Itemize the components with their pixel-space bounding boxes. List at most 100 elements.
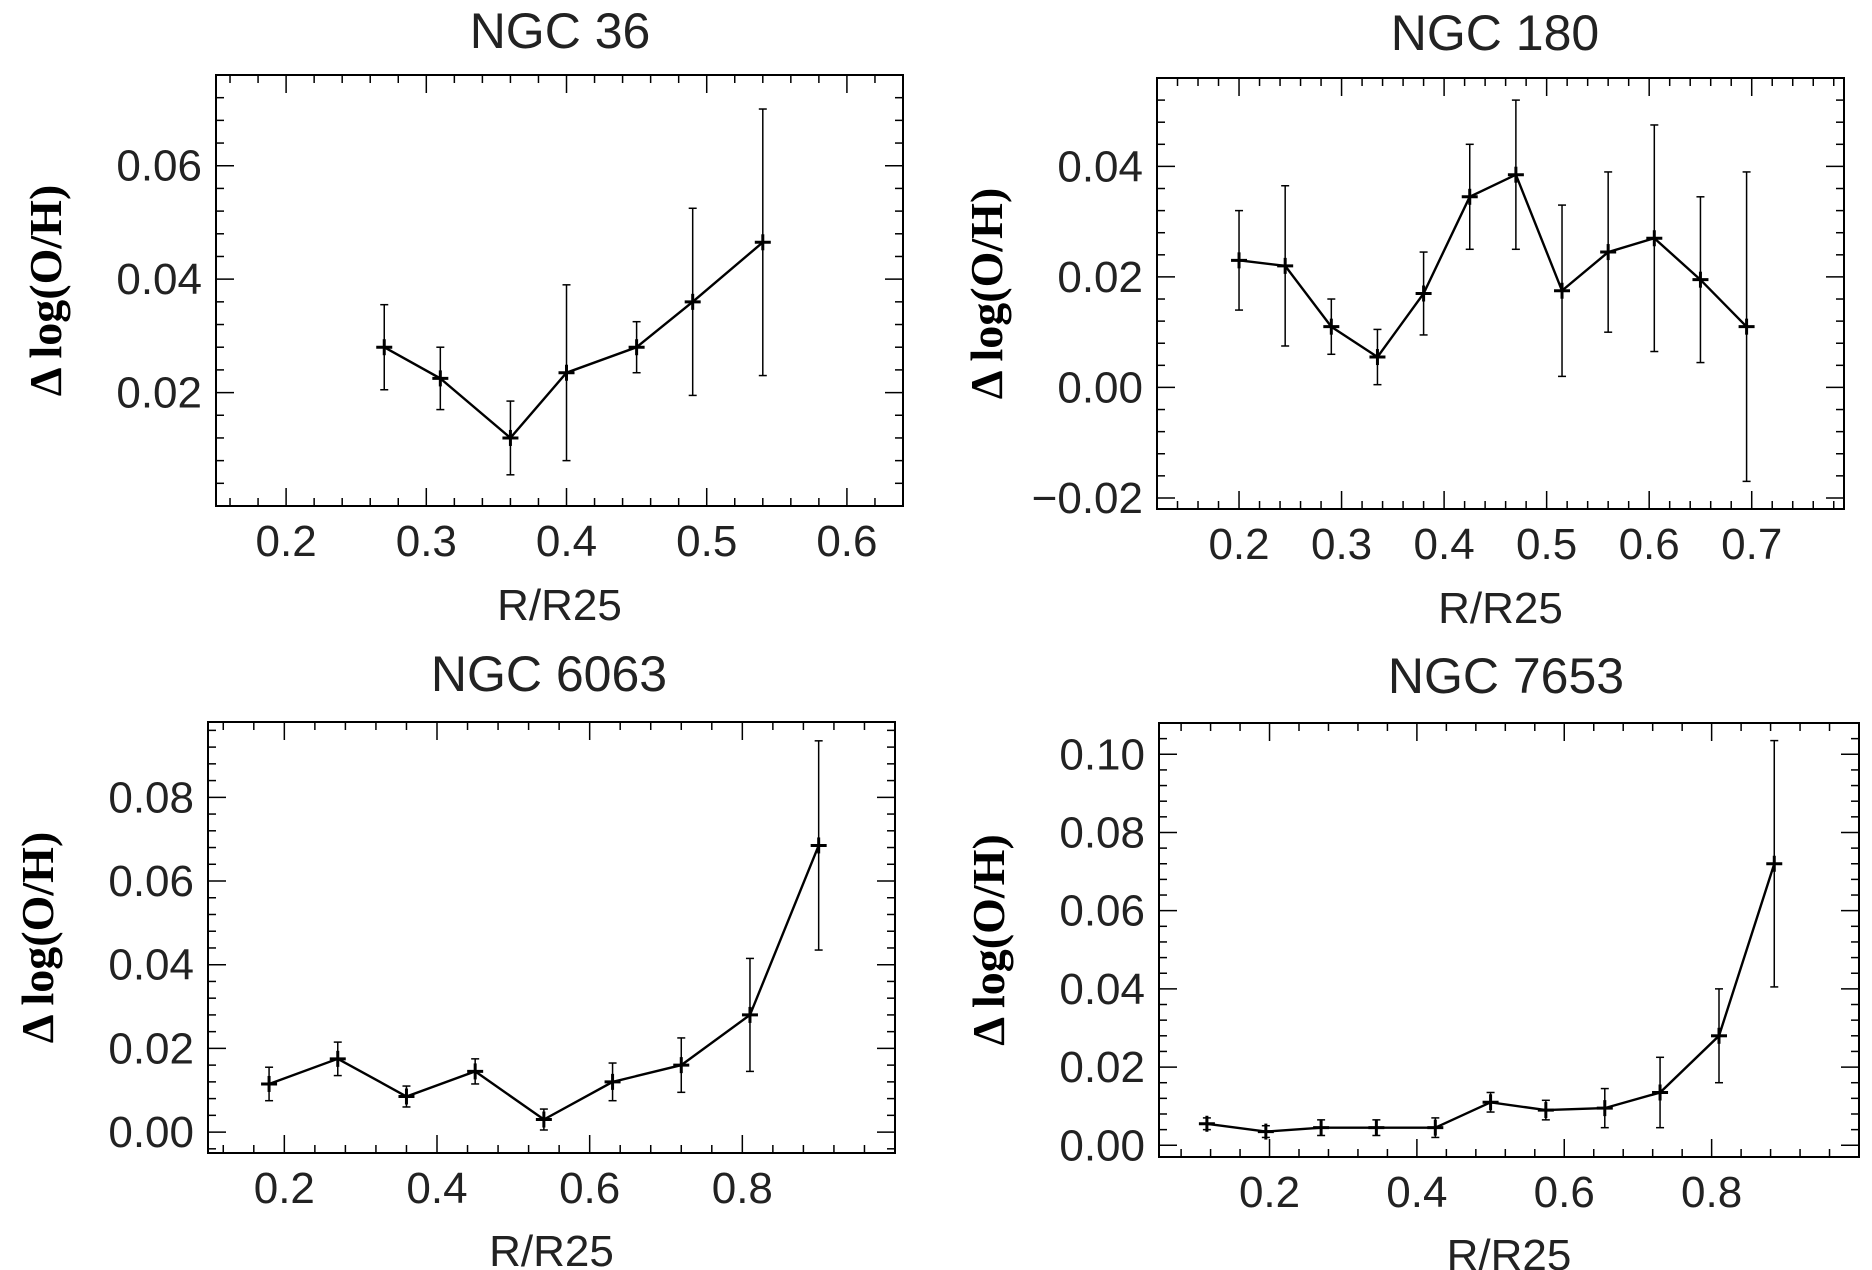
y-axis-title: Δ log(O/H) bbox=[20, 185, 71, 397]
data-point bbox=[673, 1057, 690, 1074]
series-line bbox=[1206, 863, 1776, 1133]
data-point bbox=[628, 339, 645, 356]
x-tick-label: 0.8 bbox=[1681, 1168, 1742, 1217]
x-tick-label: 0.6 bbox=[816, 517, 877, 566]
x-tick-label: 0.2 bbox=[254, 1164, 315, 1213]
data-point bbox=[329, 1050, 346, 1067]
data-point bbox=[1482, 1094, 1499, 1111]
data-point bbox=[1711, 1027, 1727, 1044]
data-point bbox=[1537, 1102, 1554, 1119]
panel-title: NGC 180 bbox=[1391, 5, 1599, 61]
y-tick-label: 0.04 bbox=[116, 255, 202, 304]
y-tick-label: 0.04 bbox=[1057, 142, 1143, 191]
x-axis-title: R/R25 bbox=[497, 581, 622, 630]
x-tick-label: 0.4 bbox=[536, 517, 597, 566]
x-axis-title: R/R25 bbox=[489, 1227, 614, 1270]
y-axis-title: Δ log(O/H) bbox=[961, 188, 1012, 400]
plot-frame bbox=[207, 721, 896, 1154]
data-point bbox=[502, 429, 519, 446]
data-point bbox=[604, 1073, 621, 1090]
y-tick-label: 0.06 bbox=[116, 142, 202, 191]
y-tick-label: 0.00 bbox=[1059, 1121, 1145, 1170]
x-tick-label: 0.5 bbox=[676, 517, 737, 566]
y-axis-title: Δ log(O/H) bbox=[963, 834, 1014, 1046]
x-axis-title: R/R25 bbox=[1438, 584, 1563, 633]
x-tick-label: 0.2 bbox=[1208, 520, 1269, 569]
series-line bbox=[1238, 173, 1748, 359]
data-point bbox=[1369, 349, 1386, 366]
data-point bbox=[1198, 1115, 1215, 1132]
data-point bbox=[432, 370, 449, 387]
x-tick-label: 0.2 bbox=[1239, 1168, 1300, 1217]
y-tick-label: 0.02 bbox=[1057, 253, 1143, 302]
data-point bbox=[1257, 1123, 1274, 1140]
data-point bbox=[467, 1063, 484, 1080]
data-point bbox=[1646, 230, 1663, 247]
data-point bbox=[754, 234, 771, 251]
y-tick-label: 0.04 bbox=[108, 941, 194, 990]
data-point bbox=[1652, 1084, 1669, 1101]
data-point bbox=[398, 1088, 415, 1105]
y-tick-label: 0.06 bbox=[1059, 887, 1145, 936]
y-tick-label: 0.04 bbox=[1059, 965, 1145, 1014]
x-tick-label: 0.6 bbox=[1619, 520, 1680, 569]
series-line bbox=[268, 844, 820, 1121]
y-tick-label: 0.00 bbox=[1057, 363, 1143, 412]
x-axis-title: R/R25 bbox=[1447, 1231, 1572, 1270]
panel-3: NGC 6063 0.2 0.4 0.6 0.8 0.00 0.02 0.04 0.06 0.08… bbox=[12, 646, 896, 1270]
x-tick-label: 0.5 bbox=[1516, 520, 1577, 569]
y-axis-title: Δ log(O/H) bbox=[12, 832, 63, 1044]
data-point bbox=[1692, 271, 1709, 288]
plot-frame bbox=[1158, 722, 1860, 1158]
y-tick-label: 0.10 bbox=[1059, 730, 1145, 779]
data-point bbox=[1277, 257, 1294, 274]
plot-frame bbox=[1156, 77, 1845, 510]
data-point bbox=[1415, 285, 1432, 302]
data-point bbox=[1313, 1119, 1330, 1136]
data-point bbox=[1368, 1119, 1385, 1136]
data-point bbox=[1507, 166, 1524, 183]
x-tick-label: 0.3 bbox=[1311, 520, 1372, 569]
data-point bbox=[1231, 252, 1248, 269]
data-point bbox=[1427, 1119, 1444, 1136]
y-tick-label: 0.02 bbox=[116, 369, 202, 418]
x-tick-label: 0.2 bbox=[256, 517, 317, 566]
data-point bbox=[684, 293, 701, 310]
data-point bbox=[558, 364, 575, 381]
x-tick-label: 0.4 bbox=[1414, 520, 1475, 569]
y-tick-label: 0.00 bbox=[108, 1108, 194, 1157]
data-point bbox=[1554, 282, 1571, 299]
data-point bbox=[1738, 318, 1755, 335]
data-point bbox=[535, 1111, 552, 1128]
x-tick-label: 0.4 bbox=[406, 1164, 467, 1213]
data-point bbox=[1766, 855, 1783, 872]
x-tick-label: 0.6 bbox=[1534, 1168, 1595, 1217]
y-tick-label: 0.06 bbox=[108, 857, 194, 906]
x-tick-label: 0.6 bbox=[559, 1164, 620, 1213]
y-tick-label: 0.02 bbox=[108, 1024, 194, 1073]
data-point bbox=[1323, 318, 1340, 335]
data-point bbox=[261, 1075, 278, 1092]
data-point bbox=[1461, 188, 1478, 205]
y-tick-label: 0.08 bbox=[1059, 808, 1145, 857]
panel-title: NGC 7653 bbox=[1388, 648, 1624, 704]
x-tick-label: 0.7 bbox=[1721, 520, 1782, 569]
panel-4: NGC 7653 0.2 0.4 0.6 0.8 0.00 0.02 0.04 0.06 0.08… bbox=[963, 648, 1860, 1270]
plot-frame bbox=[215, 74, 904, 507]
y-tick-label: 0.02 bbox=[1059, 1043, 1145, 1092]
data-point bbox=[810, 837, 827, 854]
panel-1: NGC 36 0.2 0.3 0.4 0.5 0.6 0.02 0.04 0.06 R/R25 Δ … bbox=[20, 3, 904, 630]
panel-title: NGC 6063 bbox=[431, 646, 667, 702]
x-tick-label: 0.3 bbox=[396, 517, 457, 566]
y-tick-label: 0.08 bbox=[108, 773, 194, 822]
y-tick-label: −0.02 bbox=[1032, 474, 1143, 523]
panel-2: NGC 180 0.2 0.3 0.4 0.5 0.6 0.7 −0.02 0.00 0.02 0.… bbox=[961, 5, 1845, 633]
data-point bbox=[376, 339, 393, 356]
data-point bbox=[1596, 1100, 1613, 1117]
panel-title: NGC 36 bbox=[470, 3, 651, 59]
data-point bbox=[1600, 244, 1617, 261]
data-point bbox=[741, 1006, 758, 1023]
x-tick-label: 0.8 bbox=[712, 1164, 773, 1213]
x-tick-label: 0.4 bbox=[1386, 1168, 1447, 1217]
